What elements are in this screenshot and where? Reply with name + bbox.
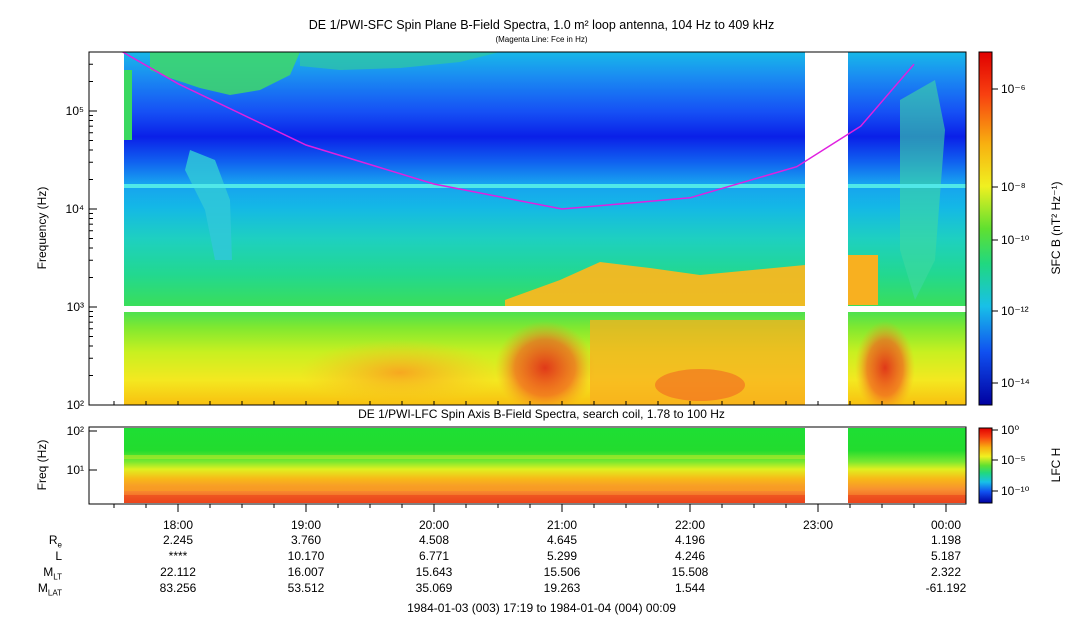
lfc-colorbar xyxy=(978,427,993,504)
lfc-ylabel: Freq (Hz) xyxy=(35,440,49,491)
sfc-panel xyxy=(88,51,967,406)
sfc-hf-emission xyxy=(150,52,300,95)
sfc-early-green-band xyxy=(124,70,132,140)
sfc-colorbar-tick-label: 10⁻¹⁴ xyxy=(1001,376,1030,390)
lfc-data-right xyxy=(848,428,966,503)
eph-value-mlat: 35.069 xyxy=(415,581,453,595)
eph-value-re: 1.198 xyxy=(930,533,962,547)
eph-value-mlat: 53.512 xyxy=(287,581,325,595)
sfc-warm-low-left xyxy=(300,340,500,405)
eph-value-mlt: 15.643 xyxy=(415,565,453,579)
sfc-narrowband-line-right xyxy=(848,184,966,188)
lfc-band-3-right xyxy=(848,495,966,503)
time-tick-label: 23:00 xyxy=(803,518,833,532)
eph-value-l: 6.771 xyxy=(418,549,450,563)
eph-value-mlat: -61.192 xyxy=(925,581,967,595)
sfc-subtitle: (Magenta Line: Fce in Hz) xyxy=(495,35,588,44)
time-tick-label: 21:00 xyxy=(547,518,577,532)
sfc-ytick-label: 10⁵ xyxy=(66,104,84,118)
sfc-ytick-label: 10⁴ xyxy=(65,202,84,216)
sfc-colorbar-tick-label: 10⁻¹⁰ xyxy=(1001,233,1030,247)
lfc-colorbar-tick-label: 10⁻¹⁰ xyxy=(1001,484,1030,498)
eph-value-mlt: 15.508 xyxy=(671,565,709,579)
eph-label-re: Re xyxy=(48,533,62,550)
time-tick-label: 00:00 xyxy=(931,518,961,532)
eph-value-re: 3.760 xyxy=(290,533,322,547)
sfc-colorbar xyxy=(978,51,993,406)
eph-value-mlat: 1.544 xyxy=(674,581,706,595)
lfc-data-left xyxy=(124,428,805,503)
eph-value-re: 4.196 xyxy=(674,533,706,547)
sfc-data-gap xyxy=(805,52,848,405)
eph-value-mlt: 15.506 xyxy=(543,565,581,579)
sfc-right-red-core xyxy=(855,312,915,405)
sfc-colorbar-label: SFC B (nT² Hz⁻¹) xyxy=(1049,182,1063,275)
lfc-colorbar-tick-label: 10⁻⁵ xyxy=(1001,453,1026,467)
sfc-right-red-band xyxy=(848,255,878,305)
eph-value-mlt: 22.112 xyxy=(160,565,196,579)
sfc-right-emission xyxy=(900,80,945,300)
sfc-band-gap xyxy=(89,306,966,312)
lfc-band-3 xyxy=(124,495,805,503)
sfc-intense-region-core xyxy=(495,312,595,405)
eph-label-l: L xyxy=(55,549,62,563)
eph-value-l: 10.170 xyxy=(287,549,325,563)
sfc-start-gap xyxy=(89,52,124,405)
sfc-colorbar-tick-label: 10⁻⁸ xyxy=(1001,180,1026,194)
sfc-hot-spot xyxy=(655,369,745,401)
time-tick-label: 18:00 xyxy=(163,518,193,532)
eph-label-mlat: MLAT xyxy=(37,581,62,598)
eph-value-mlat: 83.256 xyxy=(159,581,197,595)
time-tick-label: 20:00 xyxy=(419,518,449,532)
eph-value-l: 4.246 xyxy=(674,549,706,563)
sfc-ytick-label: 10³ xyxy=(67,300,84,314)
eph-value-l: 5.187 xyxy=(930,549,962,563)
eph-value-re: 4.508 xyxy=(418,533,450,547)
sfc-ylabel: Frequency (Hz) xyxy=(35,187,49,270)
eph-value-mlat: 19.263 xyxy=(543,581,581,595)
eph-value-mlt: 16.007 xyxy=(287,565,325,579)
time-tick-label: 19:00 xyxy=(291,518,321,532)
sfc-intense-region-rising xyxy=(505,262,805,310)
time-tick-label: 22:00 xyxy=(675,518,705,532)
fce-curve xyxy=(121,52,915,210)
lfc-colorbar-label: LFC H xyxy=(1049,448,1063,483)
sfc-ytick-label: 10² xyxy=(67,398,84,412)
sfc-dispersive-emission xyxy=(185,150,232,260)
lfc-panel xyxy=(88,426,967,505)
sfc-colorbar-tick-label: 10⁻¹² xyxy=(1001,304,1029,318)
lfc-title: DE 1/PWI-LFC Spin Axis B-Field Spectra, … xyxy=(358,407,725,421)
lfc-colorbar-tick-label: 10⁰ xyxy=(1001,423,1019,437)
eph-value-re: 4.645 xyxy=(546,533,578,547)
sfc-title: DE 1/PWI-SFC Spin Plane B-Field Spectra,… xyxy=(308,18,775,32)
sfc-narrowband-line xyxy=(124,184,805,188)
eph-value-l: 5.299 xyxy=(546,549,578,563)
eph-label-mlt: MLT xyxy=(43,565,62,582)
eph-value-re: 2.245 xyxy=(162,533,194,547)
eph-value-l: **** xyxy=(168,549,188,563)
eph-value-mlt: 2.322 xyxy=(930,565,962,579)
lfc-ytick-label: 10¹ xyxy=(67,463,84,477)
lfc-band-2 xyxy=(124,486,805,491)
lfc-band-1 xyxy=(124,455,805,459)
time-range-footer: 1984-01-03 (003) 17:19 to 1984-01-04 (00… xyxy=(407,601,676,615)
sfc-hf-emission-2 xyxy=(300,52,500,70)
sfc-colorbar-tick-label: 10⁻⁶ xyxy=(1001,82,1026,96)
lfc-ytick-label: 10² xyxy=(67,424,84,438)
